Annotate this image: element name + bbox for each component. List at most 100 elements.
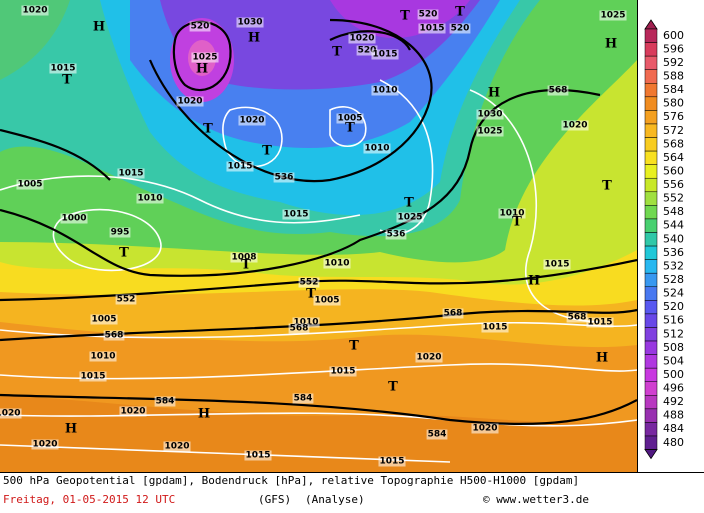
pressure-center: T [332, 45, 342, 60]
scale-label: 552 [663, 192, 684, 205]
pressure-center: T [119, 246, 129, 261]
label-bg [378, 456, 406, 467]
contour-label: 584 [294, 394, 313, 404]
contour-label: 552 [117, 295, 136, 305]
scale-cell [644, 286, 658, 301]
map-background [0, 0, 637, 472]
contour-label: 520 [358, 46, 377, 56]
pressure-center: H [93, 20, 105, 35]
label-bg [313, 295, 341, 306]
contour-label: 1015 [482, 323, 507, 333]
label-bg [476, 109, 504, 120]
contour-label: 1010 [90, 352, 115, 362]
contour-label: 552 [300, 278, 319, 288]
label-bg [418, 23, 446, 34]
label-bg [323, 258, 351, 269]
pressure-center: H [198, 407, 210, 422]
label-bg [449, 23, 471, 34]
scale-label: 492 [663, 395, 684, 408]
scale-cell [644, 177, 658, 193]
label-bg [442, 308, 464, 319]
scale-label: 532 [663, 259, 684, 272]
scale-cell [644, 205, 658, 220]
scale-label: 560 [663, 164, 684, 177]
contour-label: 1015 [544, 260, 569, 270]
scale-cell [644, 354, 658, 369]
scale-label: 544 [663, 219, 684, 232]
label-bg [415, 352, 443, 363]
contour-label: 1020 [177, 97, 202, 107]
contour-label: 1015 [372, 50, 397, 60]
scale-label: 600 [663, 29, 684, 42]
pressure-center: H [196, 62, 208, 77]
scale-label: 512 [663, 327, 684, 340]
scale-label: 500 [663, 368, 684, 381]
label-bg [191, 52, 219, 63]
contour-label: 1010 [372, 86, 397, 96]
footer-model: (GFS) [258, 493, 291, 506]
pressure-center: T [62, 73, 72, 88]
contour-label: 1000 [61, 214, 86, 224]
scale-cell [644, 28, 658, 43]
contour-label: 1005 [17, 180, 42, 190]
label-bg [543, 259, 571, 270]
scale-cell [644, 422, 658, 437]
scale-label: 548 [663, 205, 684, 218]
label-bg [336, 113, 364, 124]
scale-cell [644, 367, 658, 382]
contour-label: 1015 [227, 162, 252, 172]
label-bg [21, 5, 49, 16]
contour-label: 995 [111, 228, 130, 238]
footer-run: (Analyse) [305, 493, 365, 506]
label-bg [189, 21, 211, 32]
contour-label: 568 [105, 331, 124, 341]
label-bg [115, 294, 137, 305]
label-bg [282, 209, 310, 220]
pressure-center: T [512, 215, 522, 230]
contour-label: 584 [428, 430, 447, 440]
scale-label: 580 [663, 97, 684, 110]
footer-box [0, 472, 704, 513]
contour-label: 1025 [477, 127, 502, 137]
pressure-center: T [349, 339, 359, 354]
label-bg [230, 252, 258, 263]
contour-label: 1020 [416, 353, 441, 363]
scale-label: 540 [663, 232, 684, 245]
pressure-center: T [203, 122, 213, 137]
label-bg [79, 371, 107, 382]
contour-label: 520 [191, 22, 210, 32]
scale-cell [644, 96, 658, 111]
scale-label: 484 [663, 422, 684, 435]
contour-label: 520 [451, 24, 470, 34]
pressure-center: T [388, 380, 398, 395]
pressure-center: T [306, 287, 316, 302]
contour-label: 568 [444, 309, 463, 319]
scale-label: 556 [663, 178, 684, 191]
scale-cell [644, 327, 658, 342]
label-bg [566, 312, 588, 323]
label-bg [329, 366, 357, 377]
scale-cell [644, 123, 658, 138]
contour-label: 1015 [245, 451, 270, 461]
scale-cell [644, 435, 658, 450]
scale-label: 480 [663, 436, 684, 449]
label-bg [16, 179, 44, 190]
scale-label: 504 [663, 354, 684, 367]
scale-cap-bottom [644, 449, 658, 460]
contour-label: 1010 [364, 144, 389, 154]
label-bg [273, 172, 295, 183]
pressure-center: T [262, 144, 272, 159]
contour-label: 1015 [80, 372, 105, 382]
scale-label: 520 [663, 300, 684, 313]
contour-label: 1020 [472, 424, 497, 434]
scale-label: 488 [663, 409, 684, 422]
pressure-center: H [605, 37, 617, 52]
pressure-center: T [400, 9, 410, 24]
scale-cell [644, 83, 658, 98]
label-bg [298, 277, 320, 288]
contour-label: 568 [568, 313, 587, 323]
pressure-center: H [596, 351, 608, 366]
footer-date: Freitag, 01-05-2015 12 UTC [3, 493, 175, 506]
scale-cell [644, 69, 658, 84]
contour-label: 568 [549, 86, 568, 96]
